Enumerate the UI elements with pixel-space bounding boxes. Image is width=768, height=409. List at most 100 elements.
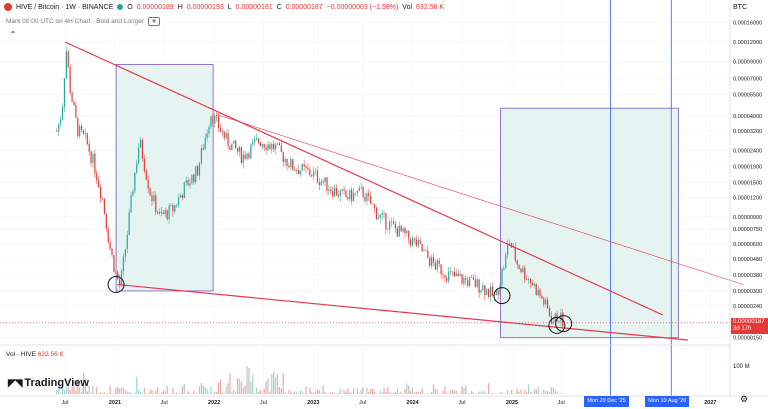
price-tick-label: 0.00001900 (733, 164, 762, 170)
candle-body (124, 249, 126, 257)
volume-bar (229, 373, 231, 394)
candle-body (147, 179, 149, 189)
candle-body (307, 167, 309, 170)
candle-body (358, 187, 360, 191)
candle-body (231, 143, 233, 151)
candle-body (429, 257, 431, 266)
volume-bar (383, 388, 385, 394)
volume-bar (368, 391, 370, 394)
candle-body (126, 234, 128, 250)
volume-bar (185, 393, 187, 394)
volume-bar (111, 393, 113, 394)
candle-body (60, 119, 62, 124)
trendline (117, 283, 688, 341)
time-tick-label: 2022 (208, 400, 220, 406)
range-boxes[interactable] (115, 64, 679, 339)
volume-bar (436, 389, 438, 394)
collapse-chevron-icon[interactable]: ⌃ (9, 30, 17, 39)
volume-bar (470, 390, 473, 394)
date-markers[interactable] (609, 0, 672, 396)
volume-bar (489, 393, 492, 394)
volume-bar (547, 391, 549, 394)
candle-body (219, 127, 222, 132)
date-tag-2[interactable]: Mon 10 Aug '26 (645, 396, 690, 407)
volume-bar (255, 387, 258, 394)
volume-bar (328, 393, 330, 394)
candle-body (267, 144, 269, 151)
volume-bar (252, 374, 254, 394)
volume-bar (208, 393, 210, 394)
candle-body (204, 137, 206, 150)
price-axis[interactable]: 0.00016000 0.00012000 0.00009000 0.00007000… (733, 21, 762, 342)
eye-icon[interactable]: ◉ (148, 17, 161, 26)
volume-bar (107, 393, 109, 394)
candle-body (448, 271, 450, 282)
symbol-title[interactable]: HIVE / Bitcoin · 1W · BINANCE (16, 3, 114, 11)
candle-body (539, 289, 541, 297)
range-box (115, 64, 214, 292)
candle-body (261, 144, 263, 146)
candle-body (548, 308, 551, 316)
volume-bar (94, 393, 96, 394)
trendlines[interactable] (64, 41, 744, 341)
candle-body (134, 172, 136, 192)
volume-bar (214, 391, 216, 394)
volume-bar (113, 393, 115, 394)
volume-bar (109, 385, 111, 394)
volume-bar (379, 390, 381, 394)
candle-body (352, 192, 355, 201)
volume-bar (531, 393, 533, 394)
volume-bar (472, 392, 475, 394)
candle-body (560, 312, 562, 322)
volume-bar (105, 393, 107, 394)
gear-icon[interactable]: ⚙ (740, 394, 749, 404)
candle-body (225, 132, 227, 139)
candle-body (387, 228, 389, 230)
tradingview-logo[interactable]: ◤◥ TradingView (8, 377, 89, 389)
volume-bar (391, 392, 393, 394)
volume-bar (417, 391, 419, 394)
candle-body (132, 191, 134, 196)
volume-bar (187, 391, 189, 394)
candle-body (419, 240, 421, 244)
highlight-circles[interactable] (107, 276, 573, 334)
candle-body (385, 213, 387, 229)
volume-bar (392, 392, 395, 394)
volume-bar (404, 388, 406, 394)
candle-body (526, 279, 528, 280)
candle-body (356, 190, 358, 193)
volume-bar (402, 393, 404, 394)
candle-body (176, 205, 178, 206)
volume-bar (219, 379, 222, 394)
volume-bar (385, 391, 387, 394)
volume-bar (442, 390, 444, 394)
volume-bar (271, 374, 273, 394)
volume-bar (425, 393, 427, 394)
market-status-icon (117, 4, 124, 10)
candle-body (122, 256, 125, 271)
volume-bar (82, 372, 85, 394)
volume-legend: Vol · HIVE 632.56 K (6, 351, 64, 358)
volume-bar (535, 389, 537, 394)
volume-bar (200, 382, 203, 394)
volume-bar (501, 392, 503, 394)
volume-bar (333, 392, 336, 394)
candle-body (476, 279, 478, 287)
volume-bar (202, 385, 204, 394)
volume-bar (242, 387, 244, 394)
candle-body (65, 51, 67, 79)
volume-bar (389, 391, 391, 394)
candle-body (377, 217, 379, 220)
time-axis[interactable]: Jul 2021 Jul 2022 Jul 2023 Jul 2024 Jul 2025 Jul 20… (61, 400, 716, 406)
candle-body (101, 198, 104, 200)
candle-body (229, 145, 231, 151)
trendline (216, 114, 744, 285)
date-tag-1[interactable]: Mon 29 Dec '25 (584, 396, 629, 407)
volume-bar (341, 393, 343, 394)
volume-bar (303, 393, 305, 394)
volume-bar (290, 390, 292, 394)
candle-body (410, 239, 412, 246)
volume-bar (497, 393, 499, 394)
candle-body (276, 143, 279, 145)
